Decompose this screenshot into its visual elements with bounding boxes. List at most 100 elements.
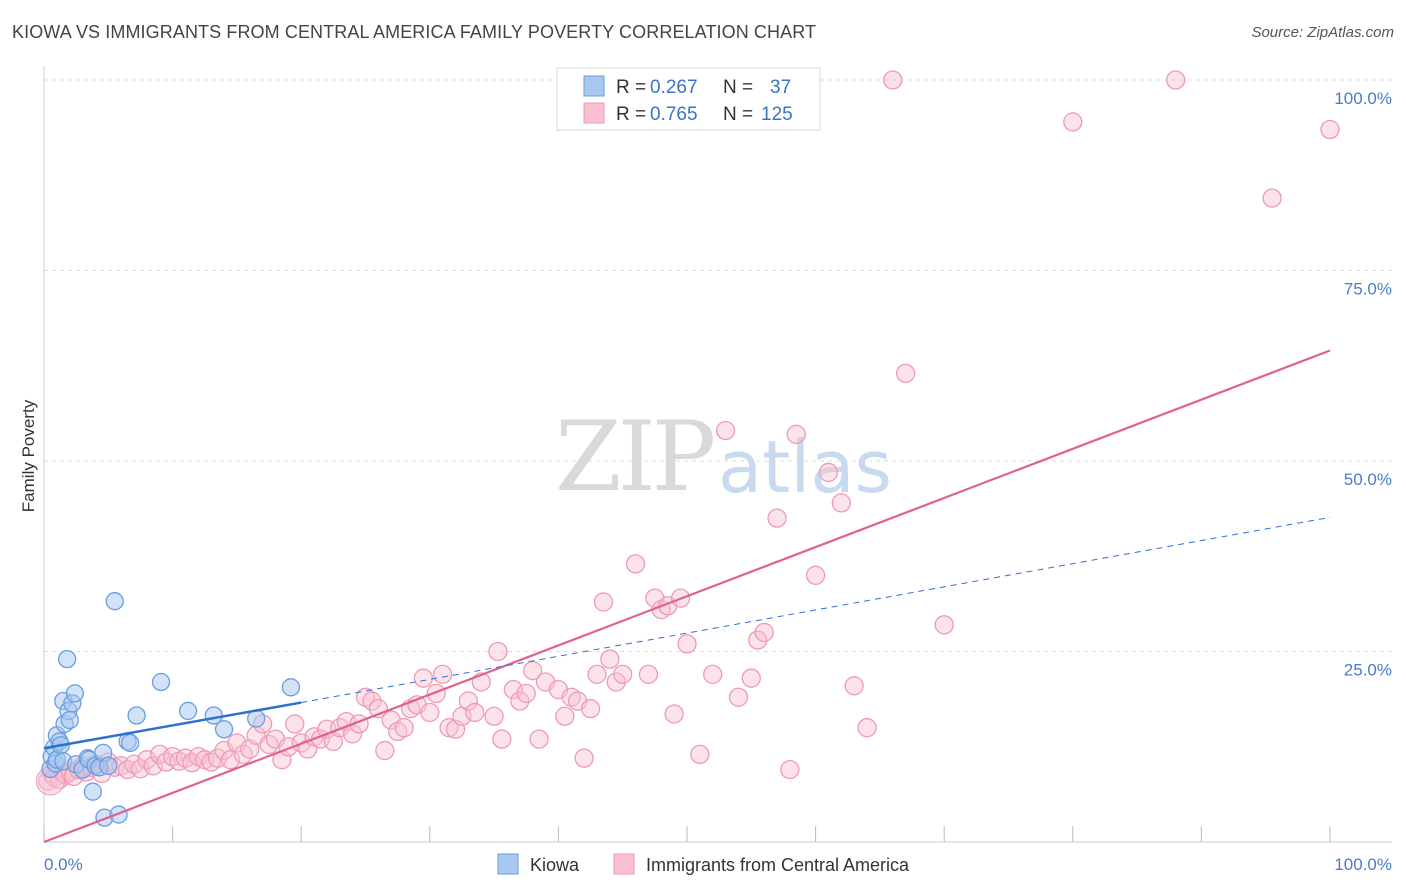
cam-point (767, 508, 787, 528)
cam-point (593, 592, 614, 612)
cam-point (728, 687, 749, 707)
grid (44, 79, 1392, 652)
trend-lines (43, 349, 1331, 844)
watermark-zip: ZIP (555, 401, 714, 513)
cam-point (818, 462, 839, 483)
legend-r-value-kiowa: 0.267 (650, 77, 698, 98)
cam-point (613, 664, 633, 685)
y-tick-label-0: 25.0% (1344, 661, 1392, 680)
kiowa-point (57, 649, 77, 669)
bottom-legend-swatch-kiowa (497, 853, 519, 875)
x-tick-label-0: 0.0% (44, 855, 83, 874)
legend-r-label-kiowa: R = (616, 77, 646, 98)
cam-point (805, 565, 826, 585)
cam-point (677, 634, 697, 654)
kiowa-point (127, 706, 146, 725)
kiowa-point (281, 678, 301, 697)
axes (43, 66, 1392, 843)
bottom-legend-label-cam: Immigrants from Central America (646, 855, 910, 875)
tick-labels: 0.0% 100.0% 25.0% 50.0% 75.0% 100.0% (44, 89, 1392, 874)
kiowa-point (65, 684, 85, 703)
kiowa-point (105, 592, 124, 611)
cam-point (285, 714, 305, 734)
legend-n-label-cam: N = (723, 104, 753, 125)
cam-point (741, 668, 761, 688)
y-tick-label-2: 75.0% (1344, 280, 1392, 299)
cam-point (516, 683, 536, 704)
cam-point (580, 699, 601, 719)
bottom-legend-label-kiowa: Kiowa (530, 855, 580, 875)
legend-n-value-kiowa: 37 (770, 77, 791, 98)
cam-point (458, 691, 479, 711)
legend-swatch-cam (583, 102, 605, 124)
cam-point (465, 702, 485, 723)
cam-point (484, 706, 504, 726)
legend-r-label-cam: R = (616, 104, 646, 125)
cam-point (587, 664, 607, 685)
legend-swatch-kiowa (583, 75, 605, 97)
watermark-atlas: atlas (718, 425, 892, 509)
x-tick-label-1: 100.0% (1334, 855, 1392, 874)
cam-point (715, 420, 736, 441)
cam-point (555, 706, 575, 726)
cam-point (420, 702, 440, 723)
cam-point (375, 740, 395, 761)
cam-point (664, 704, 684, 724)
cam-point (529, 729, 549, 749)
cam-point (883, 70, 903, 90)
cam-point (600, 649, 620, 669)
chart-title: KIOWA VS IMMIGRANTS FROM CENTRAL AMERICA… (12, 22, 817, 42)
cam-point (748, 630, 768, 650)
trend-line-cam (43, 349, 1331, 844)
cam-point (1166, 70, 1186, 90)
legend-n-value-cam: 125 (761, 104, 793, 125)
cam-point (433, 664, 453, 685)
cam-point (413, 668, 434, 688)
cam-point (754, 622, 774, 643)
y-axis-label: Family Poverty (19, 399, 38, 512)
cam-point (780, 759, 800, 780)
cam-point (703, 664, 723, 685)
cam-point (895, 363, 916, 384)
legend-r-value-cam: 0.765 (650, 104, 698, 125)
kiowa-point (151, 672, 171, 692)
bottom-legend-swatch-cam (613, 853, 635, 875)
cam-point (523, 660, 543, 681)
legend: R = 0.267 N = 37 R = 0.765 N = 125 (556, 67, 821, 131)
cam-point (1063, 112, 1083, 132)
cam-point (606, 672, 626, 692)
cam-point (786, 424, 806, 444)
trend-line-kiowa-extension (301, 516, 1331, 704)
cam-point (690, 744, 710, 765)
cam-point (857, 718, 877, 738)
cam-point (574, 748, 594, 768)
cam-point (1262, 188, 1282, 208)
y-tick-label-1: 50.0% (1344, 470, 1392, 489)
kiowa-point (214, 720, 234, 739)
kiowa-point (121, 733, 140, 753)
cam-point (426, 683, 446, 704)
cam-point (362, 691, 382, 711)
y-tick-label-3: 100.0% (1334, 89, 1392, 108)
cam-point (488, 641, 508, 662)
cam-point (844, 676, 864, 696)
cam-point (1320, 119, 1340, 140)
cam-point (934, 615, 954, 635)
cam-point (638, 664, 659, 685)
watermark: ZIP atlas (555, 401, 892, 513)
kiowa-point (99, 756, 118, 775)
legend-n-label-kiowa: N = (723, 77, 753, 98)
cam-point (510, 691, 530, 711)
cam-point (297, 739, 318, 759)
cam-point (394, 718, 414, 738)
trend-line-kiowa (43, 701, 302, 750)
chart-source: Source: ZipAtlas.com (1251, 24, 1394, 41)
kiowa-point (60, 710, 79, 730)
cam-point (439, 718, 459, 738)
kiowa-point (83, 782, 103, 801)
bottom-legend: Kiowa Immigrants from Central America (497, 853, 910, 875)
cam-point (831, 493, 851, 513)
kiowa-point (178, 701, 198, 721)
cam-point (625, 554, 646, 574)
